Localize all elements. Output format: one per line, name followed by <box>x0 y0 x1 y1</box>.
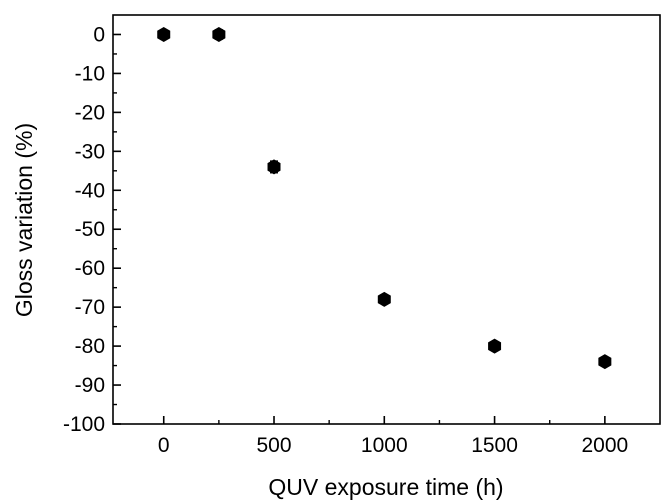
y-tick-label: -90 <box>75 374 105 397</box>
data-point <box>488 338 502 354</box>
y-tick-label: -30 <box>75 140 105 163</box>
y-axis-title: Gloss variation (%) <box>11 123 37 317</box>
y-tick-label: -50 <box>75 218 105 241</box>
y-tick-label: 0 <box>93 23 105 46</box>
y-tick-label: -80 <box>75 335 105 358</box>
data-point <box>598 354 612 370</box>
tick-labels: 0 500 1000 1500 2000 0 -10 -20 -30 -40 -50 -60 -70 -8… <box>63 23 628 457</box>
data-point <box>212 26 226 42</box>
x-tick-label: 500 <box>256 434 291 457</box>
x-tick-label: 2000 <box>581 434 628 457</box>
x-tick-label: 0 <box>158 434 170 457</box>
axis-ticks <box>113 33 606 425</box>
y-tick-label: -20 <box>75 101 105 124</box>
y-tick-label: -60 <box>75 257 105 280</box>
y-tick-label: -70 <box>75 296 105 319</box>
y-tick-label: -40 <box>75 179 105 202</box>
y-tick-label: -100 <box>63 413 105 436</box>
data-point <box>157 26 171 42</box>
data-point <box>267 159 281 175</box>
data-points <box>157 26 612 370</box>
x-axis-title: QUV exposure time (h) <box>268 474 503 500</box>
y-tick-label: -10 <box>75 62 105 85</box>
data-point <box>377 291 391 307</box>
x-tick-label: 1500 <box>471 434 518 457</box>
x-tick-label: 1000 <box>361 434 408 457</box>
plot-frame <box>112 14 661 425</box>
